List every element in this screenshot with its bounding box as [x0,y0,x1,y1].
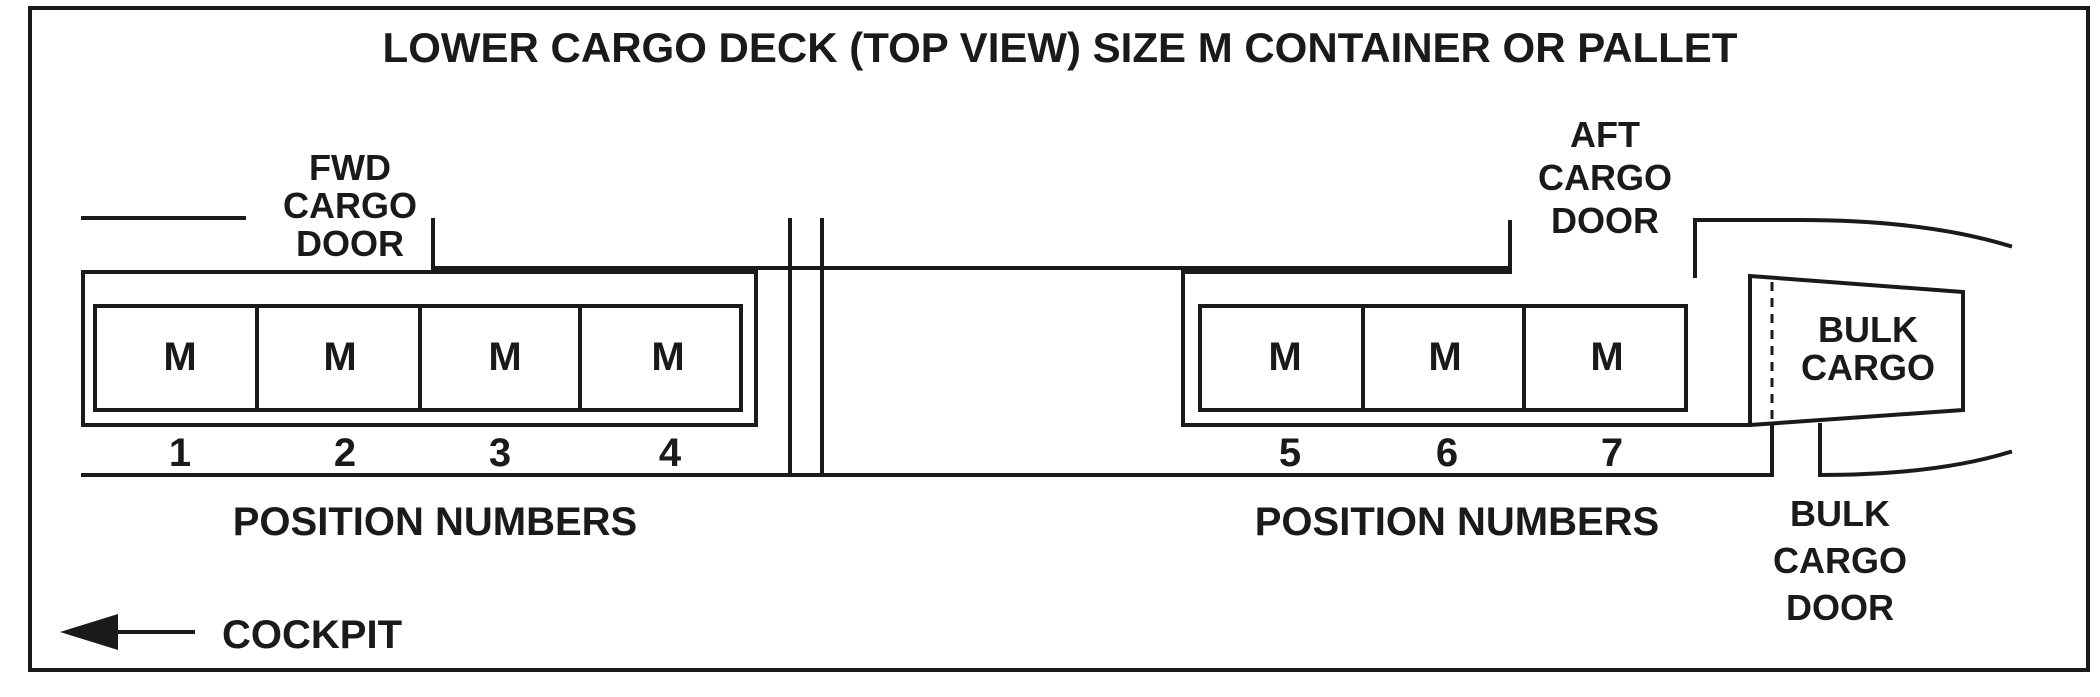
aft-container-row [1198,304,1688,412]
aft-cargo-hold-left [1181,270,1512,427]
center-bulkhead [788,218,824,477]
position-number: 5 [1279,431,1301,475]
bulk-cargo-compartment [1748,273,1965,428]
diagram-title: LOWER CARGO DECK (TOP VIEW) SIZE M CONTA… [383,24,1738,71]
bulk-cargo-door-label-line2: CARGO [1773,540,1907,581]
container-label: M [651,335,684,379]
fuselage-tail-bottom [1817,449,2013,478]
bulk-cargo-door-label-line3: DOOR [1786,587,1894,628]
position-number: 1 [169,431,191,475]
cockpit-label: COCKPIT [222,613,402,657]
aft-cargo-door-label-line1: AFT [1570,114,1640,155]
container-label: M [163,335,196,379]
outer-frame [28,6,2090,672]
fwd-cargo-door-label-line3: DOOR [296,223,404,264]
bulk-cargo-door-label-line1: BULK [1790,493,1890,534]
fwd-cargo-hold [81,270,758,427]
container-label: M [1428,335,1461,379]
position-number: 2 [334,431,356,475]
container-label: M [488,335,521,379]
position-number: 4 [659,431,682,475]
position-numbers-caption-fwd: POSITION NUMBERS [233,500,637,544]
position-number: 6 [1436,431,1458,475]
aft-container-dividers [1361,304,1526,412]
fuselage-top-right [1693,218,2013,278]
arrow-left-icon [60,614,195,650]
aft-cargo-door-label-line2: CARGO [1538,157,1672,198]
position-numbers-caption-aft: POSITION NUMBERS [1255,500,1659,544]
fwd-cargo-door-label-line1: FWD [309,147,391,188]
bulk-cargo-door-frame [1770,423,1822,477]
position-number: 3 [489,431,511,475]
container-label: M [323,335,356,379]
position-number: 7 [1601,431,1623,475]
fwd-container-dividers [255,304,582,412]
aft-cargo-door-label-line3: DOOR [1551,200,1659,241]
fwd-cargo-door-label-line2: CARGO [283,185,417,226]
container-label: M [1590,335,1623,379]
fuselage-top-center [431,218,1512,270]
container-label: M [1268,335,1301,379]
bulk-cargo-label-line2: CARGO [1801,347,1935,388]
bulk-cargo-label-line1: BULK [1818,309,1918,350]
